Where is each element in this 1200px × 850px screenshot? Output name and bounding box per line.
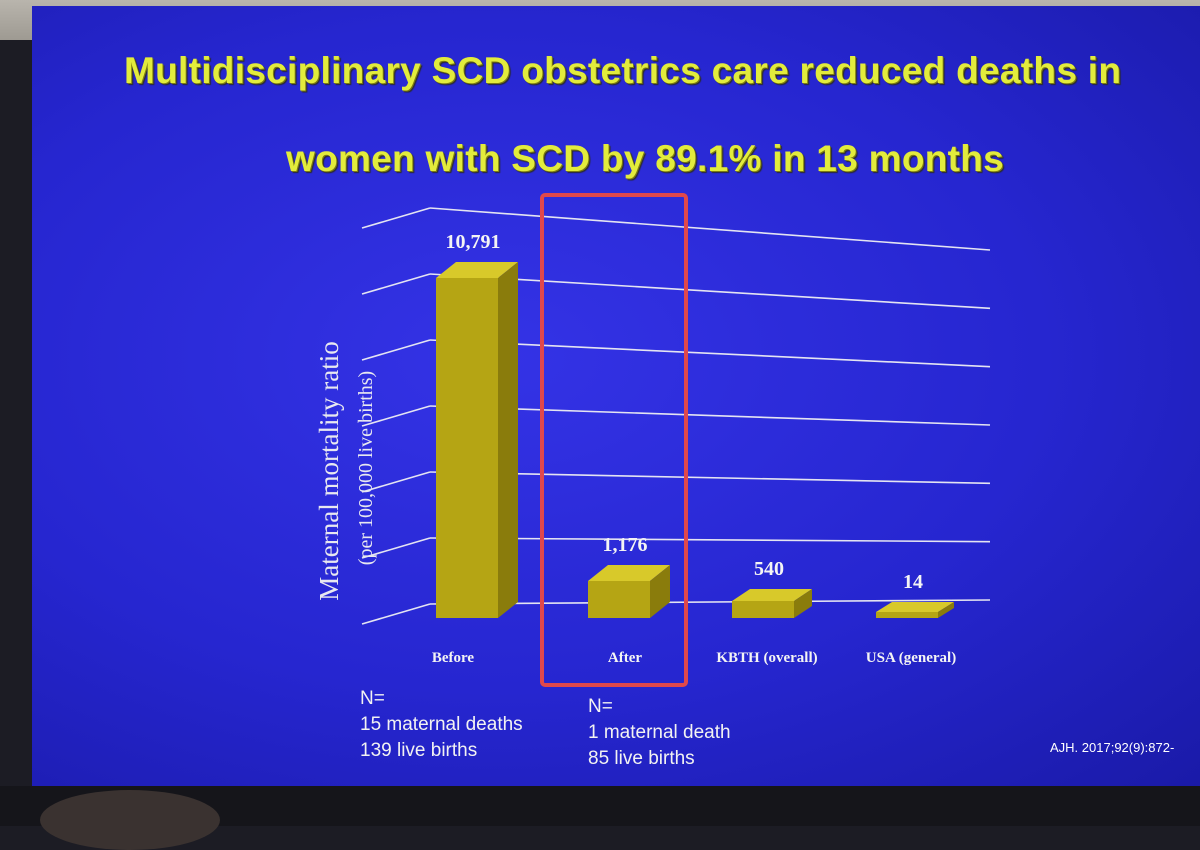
before-note-line-2: 15 maternal deaths — [360, 714, 523, 735]
mortality-bar-chart: Maternal mortality ratio (per 100,000 li… — [314, 193, 991, 687]
bar-top — [588, 564, 670, 581]
slide-title-line-2: women with SCD by 89.1% in 13 months — [286, 138, 1005, 179]
slide-title-line-1: Multidisciplinary SCD obstetrics care re… — [124, 50, 1122, 91]
citation-text: AJH. 2017;92(9):872- — [1050, 740, 1175, 755]
after-note-line-1: N= — [588, 696, 613, 717]
before-note-line-1: N= — [360, 688, 385, 709]
gridline — [429, 599, 991, 605]
after-note-line-3: 85 live births — [588, 748, 695, 769]
value-label: 1,176 — [603, 534, 648, 556]
audience-head — [40, 790, 220, 850]
bar-usa-general- — [876, 602, 954, 618]
value-label: 14 — [903, 571, 923, 593]
gridline — [429, 537, 991, 543]
gridline — [429, 339, 991, 368]
bar-front — [876, 612, 938, 618]
bar-after — [588, 564, 670, 618]
gridline-edge — [361, 471, 431, 493]
bar-top — [436, 262, 518, 278]
chart-labels: 10,791 Before 1,176 After 540 KBTH (overall) 1… — [432, 231, 956, 666]
after-sample-note: N= 1 maternal death 85 live births — [588, 694, 731, 772]
gridline-edge — [361, 339, 431, 361]
before-note-line-3: 139 live births — [360, 740, 478, 761]
gridline — [429, 207, 991, 251]
bar-front — [436, 278, 498, 618]
after-highlight-box — [540, 193, 688, 687]
y-axis-label: Maternal mortality ratio — [314, 341, 344, 600]
gridline-edge — [361, 537, 431, 559]
bar-side — [498, 262, 518, 618]
gridline — [429, 273, 991, 310]
category-label: USA (general) — [866, 650, 956, 666]
value-label: 540 — [754, 558, 784, 580]
presentation-slide: Multidisciplinary SCD obstetrics care re… — [32, 6, 1200, 786]
category-label: After — [608, 650, 642, 666]
gridline — [429, 471, 991, 485]
bar-before — [436, 262, 518, 618]
bar-side — [938, 602, 954, 618]
bar-top — [876, 602, 954, 612]
gridline-edge — [361, 207, 431, 229]
chart-gridlines — [361, 207, 991, 625]
gridline-edge — [361, 405, 431, 427]
before-sample-note: N= 15 maternal deaths 139 live births — [360, 686, 523, 764]
category-label: KBTH (overall) — [716, 650, 817, 666]
value-label: 10,791 — [446, 231, 501, 253]
bar-front — [588, 580, 650, 618]
bar-top — [732, 588, 812, 601]
bar-side — [794, 588, 812, 618]
gridline — [429, 405, 991, 426]
bar-side — [650, 564, 670, 618]
y-axis-sublabel: (per 100,000 live births) — [355, 371, 377, 565]
after-note-line-2: 1 maternal death — [588, 722, 731, 743]
bar-front — [732, 600, 794, 618]
gridline-edge — [361, 273, 431, 295]
category-label: Before — [432, 650, 475, 666]
gridline-edge — [361, 603, 431, 625]
bar-kbth-overall- — [732, 588, 812, 618]
chart-bars — [436, 262, 954, 618]
